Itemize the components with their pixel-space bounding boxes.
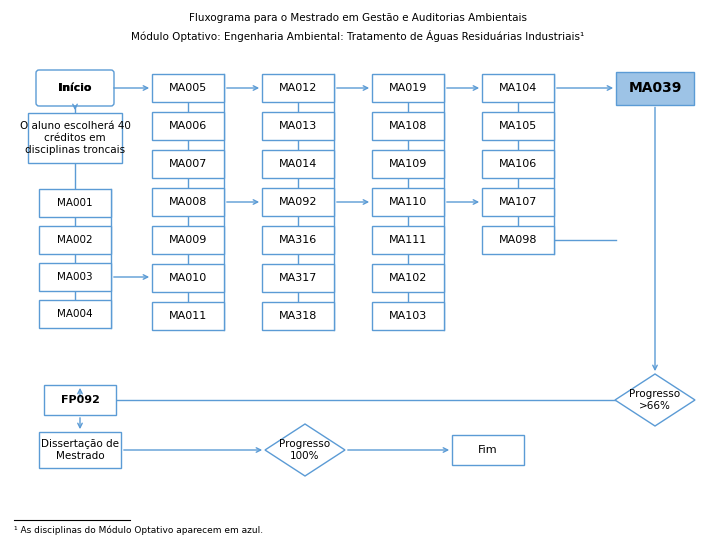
Text: MA107: MA107 — [499, 197, 537, 207]
Bar — [262, 150, 334, 178]
Text: Módulo Optativo: Engenharia Ambiental: Tratamento de Águas Residuárias Industria: Módulo Optativo: Engenharia Ambiental: T… — [131, 30, 585, 42]
Bar — [482, 226, 554, 254]
Bar — [452, 435, 524, 465]
Text: MA316: MA316 — [279, 235, 317, 245]
Text: MA005: MA005 — [169, 83, 207, 93]
Bar — [39, 189, 111, 217]
Bar — [39, 432, 121, 468]
Bar — [482, 74, 554, 102]
Bar — [482, 150, 554, 178]
Text: MA001: MA001 — [57, 198, 93, 208]
Text: Fim: Fim — [478, 445, 498, 455]
Bar — [482, 188, 554, 216]
Text: MA111: MA111 — [389, 235, 427, 245]
Bar — [482, 112, 554, 140]
Text: MA010: MA010 — [169, 273, 207, 283]
Text: MA004: MA004 — [57, 309, 93, 319]
Bar — [152, 188, 224, 216]
Text: Início: Início — [58, 83, 92, 93]
Text: MA007: MA007 — [169, 159, 207, 169]
Text: MA011: MA011 — [169, 311, 207, 321]
Text: FP092: FP092 — [61, 395, 100, 405]
Text: MA102: MA102 — [389, 273, 427, 283]
Bar — [39, 73, 111, 103]
Text: ¹ As disciplinas do Módulo Optativo aparecem em azul.: ¹ As disciplinas do Módulo Optativo apar… — [14, 526, 263, 535]
Text: MA318: MA318 — [279, 311, 317, 321]
Text: MA103: MA103 — [389, 311, 427, 321]
Polygon shape — [265, 424, 345, 476]
Text: Fluxograma para o Mestrado em Gestão e Auditorias Ambientais: Fluxograma para o Mestrado em Gestão e A… — [189, 13, 527, 23]
Text: MA019: MA019 — [389, 83, 427, 93]
Bar — [262, 74, 334, 102]
Text: MA108: MA108 — [389, 121, 427, 131]
Bar — [616, 72, 694, 104]
Bar — [152, 302, 224, 330]
Text: MA104: MA104 — [499, 83, 537, 93]
Text: MA110: MA110 — [389, 197, 427, 207]
Text: MA008: MA008 — [169, 197, 207, 207]
Bar — [152, 112, 224, 140]
Bar — [372, 112, 444, 140]
Text: MA013: MA013 — [279, 121, 317, 131]
Bar — [262, 112, 334, 140]
Text: MA106: MA106 — [499, 159, 537, 169]
Text: Progresso
>66%: Progresso >66% — [629, 389, 681, 411]
Text: MA098: MA098 — [499, 235, 537, 245]
Text: MA014: MA014 — [279, 159, 317, 169]
Bar — [262, 188, 334, 216]
Text: MA012: MA012 — [279, 83, 317, 93]
Text: MA006: MA006 — [169, 121, 207, 131]
Bar — [262, 264, 334, 292]
Text: Dissertação de
Mestrado: Dissertação de Mestrado — [41, 439, 119, 461]
Bar — [372, 226, 444, 254]
Bar — [372, 150, 444, 178]
Bar — [39, 263, 111, 291]
Text: MA109: MA109 — [389, 159, 427, 169]
Bar — [372, 188, 444, 216]
Bar — [262, 302, 334, 330]
FancyBboxPatch shape — [36, 70, 114, 106]
Text: MA092: MA092 — [279, 197, 317, 207]
Bar — [262, 226, 334, 254]
Text: MA039: MA039 — [629, 81, 682, 95]
Text: MA317: MA317 — [279, 273, 317, 283]
Bar — [152, 150, 224, 178]
Polygon shape — [615, 374, 695, 426]
Text: MA003: MA003 — [57, 272, 93, 282]
Text: Progresso
100%: Progresso 100% — [279, 439, 331, 461]
Bar — [39, 300, 111, 328]
Text: MA105: MA105 — [499, 121, 537, 131]
Bar — [39, 226, 111, 254]
Bar — [372, 302, 444, 330]
Text: MA002: MA002 — [57, 235, 93, 245]
Bar — [152, 264, 224, 292]
Text: MA009: MA009 — [169, 235, 207, 245]
Bar — [372, 264, 444, 292]
Text: O aluno escolherá 40
créditos em
disciplinas troncais: O aluno escolherá 40 créditos em discipl… — [19, 121, 130, 155]
Bar — [152, 74, 224, 102]
Bar — [372, 74, 444, 102]
Text: Início: Início — [59, 83, 91, 93]
Bar — [28, 113, 122, 163]
Bar — [44, 385, 116, 415]
Bar — [152, 226, 224, 254]
